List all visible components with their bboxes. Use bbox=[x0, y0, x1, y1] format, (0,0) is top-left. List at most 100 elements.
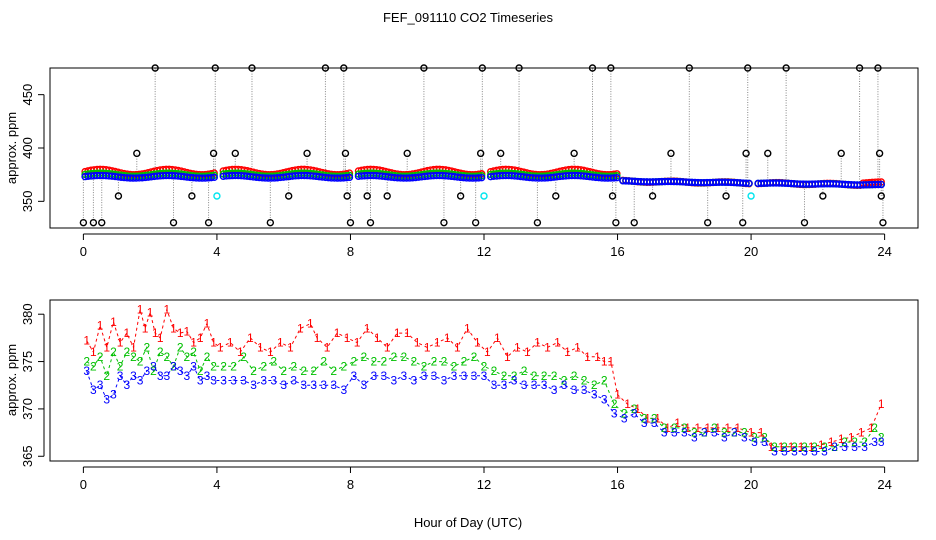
series-2-point: 2 bbox=[551, 369, 558, 383]
series-2-point: 2 bbox=[591, 378, 598, 392]
spike-point bbox=[89, 218, 98, 227]
x-tick-label: 12 bbox=[477, 477, 491, 492]
series-2-point: 2 bbox=[451, 359, 458, 373]
series-2-point: 2 bbox=[401, 350, 408, 364]
series-2-point: 2 bbox=[220, 359, 227, 373]
spike-point bbox=[496, 149, 505, 158]
top-plot-frame bbox=[49, 67, 919, 229]
series-1-point: 1 bbox=[848, 430, 855, 444]
series-3-point: 3 bbox=[751, 435, 758, 449]
series-2-point: 2 bbox=[581, 374, 588, 388]
series-2-point: 2 bbox=[841, 435, 848, 449]
series-1-point: 1 bbox=[157, 331, 164, 345]
top-y-axis: 350 400 450 bbox=[20, 84, 45, 212]
series-1-point: 1 bbox=[83, 334, 90, 348]
series-1-point: 1 bbox=[164, 302, 171, 316]
x-tick-label: 24 bbox=[877, 244, 891, 259]
series-1-point: 1 bbox=[674, 416, 681, 430]
series-2-point: 2 bbox=[391, 350, 398, 364]
series-3-point: 3 bbox=[851, 440, 858, 454]
series-3-point: 3 bbox=[871, 435, 878, 449]
spike-point bbox=[204, 218, 213, 227]
series-3-point: 3 bbox=[601, 392, 608, 406]
x-tick-label: 16 bbox=[610, 244, 624, 259]
cyan-point bbox=[213, 192, 221, 200]
series-1-point: 1 bbox=[394, 326, 401, 340]
spike-point bbox=[879, 218, 887, 227]
series-1-point: 1 bbox=[354, 336, 361, 350]
series-1-point: 1 bbox=[808, 440, 815, 454]
series-1-point: 1 bbox=[734, 421, 741, 435]
series-3-point: 3 bbox=[83, 364, 90, 378]
series-3-point: 3 bbox=[491, 378, 498, 392]
series-3-point: 3 bbox=[591, 388, 598, 402]
series-3-point: 3 bbox=[401, 369, 408, 383]
series-1-point: 1 bbox=[758, 426, 765, 440]
spike-point bbox=[685, 64, 694, 72]
x-tick-label: 20 bbox=[744, 244, 758, 259]
series-2-point: 2 bbox=[821, 440, 828, 454]
series-3-point: 3 bbox=[611, 407, 618, 421]
series-3-point: 3 bbox=[143, 364, 150, 378]
series-2-point: 2 bbox=[177, 340, 184, 354]
series-1-point: 1 bbox=[484, 345, 491, 359]
series-2-point: 2 bbox=[711, 421, 718, 435]
x-tick-label: 8 bbox=[347, 477, 354, 492]
series-1-point: 1 bbox=[594, 350, 601, 364]
spike-point bbox=[612, 218, 620, 227]
series-3-point: 3 bbox=[260, 374, 267, 388]
series-2-point: 2 bbox=[851, 435, 858, 449]
series-1-point: 1 bbox=[324, 340, 331, 354]
series-1-point: 1 bbox=[601, 355, 608, 369]
series-1-point: 1 bbox=[614, 388, 621, 402]
figure-title: FEF_091110 CO2 Timeseries bbox=[383, 10, 554, 25]
series-1-point: 1 bbox=[297, 321, 304, 335]
series-3-point: 3 bbox=[350, 369, 357, 383]
series-2-point: 2 bbox=[123, 345, 130, 359]
spike-point bbox=[188, 192, 196, 200]
series-3-point: 3 bbox=[130, 369, 137, 383]
series-3-point: 3 bbox=[137, 374, 144, 388]
series-2-point: 2 bbox=[511, 369, 518, 383]
series-1-point: 1 bbox=[184, 324, 191, 338]
series-2-point: 2 bbox=[240, 350, 247, 364]
series-2-point: 2 bbox=[531, 369, 538, 383]
top-series-point bbox=[877, 180, 885, 189]
series-2-point: 2 bbox=[210, 359, 217, 373]
spike-point bbox=[742, 149, 750, 158]
x-tick-label: 4 bbox=[213, 477, 220, 492]
y-tick-label: 375 bbox=[20, 351, 35, 373]
series-2-point: 2 bbox=[761, 430, 768, 444]
spike-point bbox=[366, 218, 375, 227]
series-2-point: 2 bbox=[370, 355, 377, 369]
spike-point bbox=[114, 192, 123, 200]
series-1-point: 1 bbox=[247, 331, 254, 345]
series-2-point: 2 bbox=[83, 355, 90, 369]
series-1-point: 1 bbox=[152, 326, 159, 340]
series-2-point: 2 bbox=[143, 340, 150, 354]
series-2-point: 2 bbox=[671, 421, 678, 435]
series-3-point: 3 bbox=[97, 378, 104, 392]
series-3-point: 3 bbox=[791, 445, 798, 459]
series-1-point: 1 bbox=[267, 345, 274, 359]
spike-point bbox=[667, 149, 675, 158]
series-1-point: 1 bbox=[608, 355, 615, 369]
series-2-point: 2 bbox=[381, 355, 388, 369]
series-2-line bbox=[86, 345, 882, 448]
spike-point bbox=[420, 64, 428, 72]
series-1-point: 1 bbox=[868, 421, 875, 435]
series-3-point: 3 bbox=[531, 378, 538, 392]
bottom-plot-frame bbox=[49, 299, 919, 462]
series-3-point: 3 bbox=[681, 426, 688, 440]
series-3-point: 3 bbox=[671, 426, 678, 440]
series-3-point: 3 bbox=[220, 374, 227, 388]
series-2-point: 2 bbox=[701, 426, 708, 440]
series-3-point: 3 bbox=[561, 378, 568, 392]
series-1-point: 1 bbox=[217, 340, 224, 354]
series-2-point: 2 bbox=[878, 430, 885, 444]
x-tick-label: 4 bbox=[213, 244, 220, 259]
series-2-point: 2 bbox=[204, 350, 211, 364]
series-2-point: 2 bbox=[350, 355, 357, 369]
